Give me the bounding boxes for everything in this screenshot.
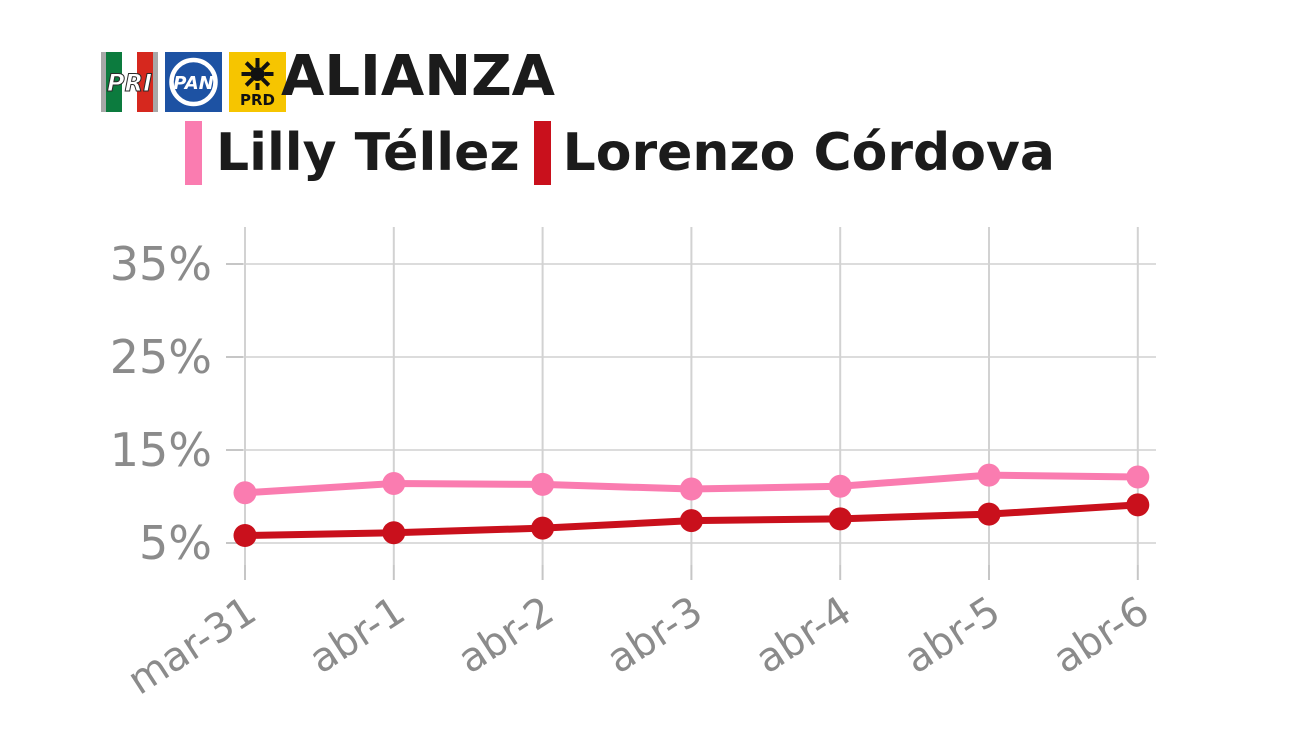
data-point [382, 521, 406, 545]
data-point [828, 507, 852, 531]
pri-logo-text: PRI [107, 69, 152, 97]
prd-sun-icon [241, 58, 274, 90]
pan-logo: PAN [165, 52, 222, 112]
pan-logo-text: PAN [173, 73, 214, 94]
legend-swatch-cordova [533, 121, 551, 185]
data-point [233, 481, 257, 505]
data-point [1126, 493, 1150, 517]
x-tick-label: abr-3 [599, 588, 711, 683]
data-point [1126, 465, 1150, 489]
legend-label-tellez: Lilly Téllez [216, 123, 520, 183]
chart-legend: Lilly Téllez Lorenzo Córdova [185, 120, 1055, 186]
y-tick-label: 15% [110, 423, 212, 477]
legend-swatch-tellez [185, 121, 202, 185]
data-point [233, 524, 257, 548]
data-point [828, 474, 852, 498]
x-tick-label: abr-6 [1045, 588, 1157, 683]
data-point [679, 509, 703, 533]
x-tick-label: abr-2 [450, 588, 562, 683]
data-point [531, 472, 555, 496]
data-point [679, 477, 703, 501]
y-tick-label: 5% [139, 516, 212, 570]
prd-logo: PRD [229, 52, 286, 112]
party-logos: PRI PAN PRD [101, 52, 286, 112]
x-tick-label: abr-1 [301, 588, 413, 683]
legend-label-cordova: Lorenzo Córdova [562, 123, 1055, 183]
y-tick-label: 25% [110, 330, 212, 384]
data-point [977, 463, 1001, 487]
x-tick-label: mar-31 [120, 588, 265, 704]
data-point [531, 516, 555, 540]
y-tick-label: 35% [110, 237, 212, 291]
x-tick-label: abr-4 [748, 588, 860, 683]
prd-logo-text: PRD [240, 91, 275, 109]
chart-title: ALIANZA [281, 44, 556, 109]
data-point [977, 502, 1001, 526]
x-tick-label: abr-5 [896, 588, 1008, 683]
pri-logo: PRI [101, 52, 158, 112]
data-point [382, 471, 406, 495]
